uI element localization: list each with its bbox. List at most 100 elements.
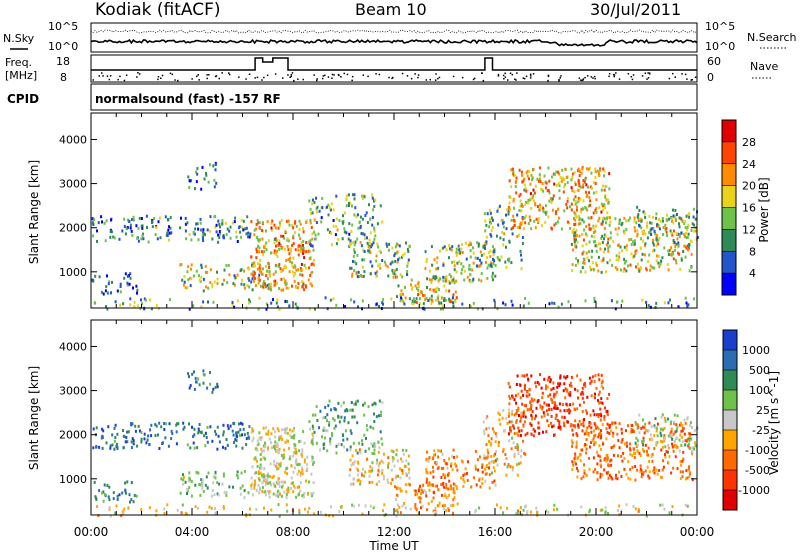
echo-cell (302, 249, 305, 253)
echo-cell (577, 188, 580, 192)
echo-cell (159, 236, 162, 240)
echo-cell (93, 218, 96, 222)
echo-cell (338, 420, 341, 424)
echo-cell (140, 298, 142, 302)
echo-cell (181, 503, 184, 507)
echo-cell (644, 232, 647, 236)
echo-cell (262, 285, 265, 289)
echo-cell (377, 450, 380, 454)
echo-cell (686, 228, 689, 232)
echo-cell (359, 482, 362, 486)
echo-cell (163, 511, 166, 515)
echo-cell (635, 436, 638, 440)
echo-cell (193, 427, 196, 431)
echo-cell (440, 466, 443, 470)
echo-cell (582, 475, 585, 479)
echo-cell (122, 511, 125, 514)
echo-cell (661, 445, 664, 449)
echo-cell (225, 233, 228, 236)
colorbar-swatch (723, 410, 737, 431)
echo-cell (561, 168, 564, 172)
freq-right-tick-top: 60 (707, 55, 721, 68)
echo-cell (272, 298, 274, 302)
echo-cell (521, 242, 524, 245)
echo-cell (382, 477, 385, 481)
echo-cell (274, 237, 277, 241)
echo-cell (465, 472, 468, 475)
echo-cell (160, 425, 163, 429)
echo-cell (356, 253, 359, 257)
echo-cell (281, 438, 283, 441)
echo-cell (620, 268, 622, 272)
echo-cell (606, 422, 609, 426)
echo-cell (484, 219, 487, 223)
echo-cell (600, 373, 603, 377)
echo-cell (670, 246, 673, 250)
echo-cell (363, 413, 366, 417)
echo-cell (589, 381, 592, 385)
echo-cell (298, 233, 301, 237)
echo-cell (298, 440, 301, 443)
echo-cell (451, 455, 454, 459)
echo-cell (594, 433, 597, 437)
echo-cell (105, 305, 107, 308)
echo-cell (405, 241, 407, 245)
echo-cell (289, 256, 292, 260)
echo-cell (652, 238, 655, 242)
echo-cell (592, 470, 595, 474)
echo-cell (672, 239, 675, 242)
echo-cell (494, 274, 497, 278)
echo-cell (620, 475, 623, 478)
echo-cell (250, 476, 253, 480)
echo-cell (295, 495, 298, 499)
echo-cell (289, 455, 292, 459)
echo-cell (375, 461, 378, 465)
echo-cell (352, 441, 355, 445)
echo-cell (520, 258, 523, 262)
echo-cell (268, 263, 270, 266)
echo-cell (126, 440, 129, 444)
echo-cell (615, 258, 618, 262)
echo-cell (551, 425, 554, 429)
echo-cell (363, 258, 366, 262)
echo-cell (275, 239, 278, 243)
nave-dot (254, 77, 256, 79)
echo-cell (351, 193, 354, 197)
echo-cell (596, 425, 599, 429)
echo-cell (400, 296, 403, 300)
echo-cell (226, 443, 229, 447)
echo-cell (124, 272, 127, 276)
echo-cell (163, 428, 166, 431)
echo-cell (175, 430, 178, 434)
colorbar-swatch (723, 330, 737, 351)
echo-cell (501, 231, 504, 234)
echo-cell (288, 270, 291, 274)
echo-cell (224, 221, 227, 225)
echo-cell (432, 465, 434, 469)
echo-cell (605, 185, 608, 188)
echo-cell (534, 184, 537, 188)
echo-cell (101, 220, 103, 224)
nave-dot (691, 79, 693, 81)
echo-cell (581, 429, 584, 433)
echo-cell (492, 257, 494, 261)
echo-cell (250, 272, 253, 276)
echo-cell (491, 218, 494, 222)
echo-cell (606, 211, 609, 215)
echo-cell (629, 442, 631, 446)
nave-dot (532, 73, 535, 75)
echo-cell (114, 423, 117, 427)
echo-cell (361, 473, 363, 477)
echo-cell (460, 459, 463, 463)
echo-cell (488, 461, 491, 465)
echo-cell (448, 299, 451, 303)
echo-cell (555, 183, 558, 187)
echo-cell (680, 217, 683, 221)
nave-dot (516, 72, 518, 74)
echo-cell (209, 382, 212, 386)
echo-cell (372, 241, 375, 245)
echo-cell (401, 471, 404, 475)
echo-cell (428, 297, 431, 301)
echo-cell (209, 163, 211, 167)
echo-cell (104, 289, 107, 293)
